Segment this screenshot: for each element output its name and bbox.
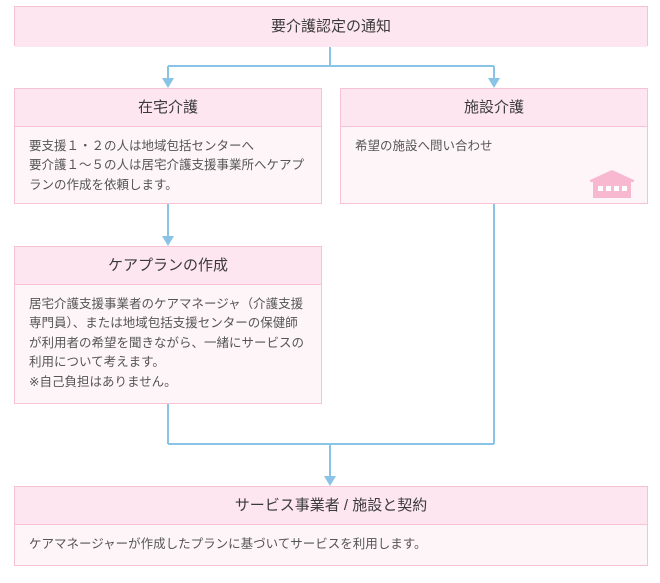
box-careplan: ケアプランの作成居宅介護支援事業者のケアマネージャ（介護支援専門員）、または地域… bbox=[14, 246, 322, 404]
flowchart-container: 要介護認定の通知在宅介護要支援１・２の人は地域包括センターへ要介護１〜５の人は居… bbox=[0, 0, 660, 583]
box-contract: サービス事業者 / 施設と契約ケアマネージャーが作成したプランに基づいてサービス… bbox=[14, 486, 648, 566]
box-home-title: 在宅介護 bbox=[15, 89, 321, 127]
box-top: 要介護認定の通知 bbox=[14, 6, 648, 46]
box-contract-body: ケアマネージャーが作成したプランに基づいてサービスを利用します。 bbox=[15, 525, 647, 568]
box-careplan-title: ケアプランの作成 bbox=[15, 247, 321, 285]
box-top-title: 要介護認定の通知 bbox=[15, 7, 647, 47]
box-home-body: 要支援１・２の人は地域包括センターへ要介護１〜５の人は居宅介護支援事業所へケアプ… bbox=[15, 127, 321, 209]
box-facility-body: 希望の施設へ問い合わせ bbox=[341, 127, 647, 170]
box-contract-title: サービス事業者 / 施設と契約 bbox=[15, 487, 647, 525]
building-icon bbox=[588, 170, 636, 198]
box-facility-title: 施設介護 bbox=[341, 89, 647, 127]
box-home: 在宅介護要支援１・２の人は地域包括センターへ要介護１〜５の人は居宅介護支援事業所… bbox=[14, 88, 322, 204]
box-careplan-body: 居宅介護支援事業者のケアマネージャ（介護支援専門員）、または地域包括支援センター… bbox=[15, 285, 321, 406]
